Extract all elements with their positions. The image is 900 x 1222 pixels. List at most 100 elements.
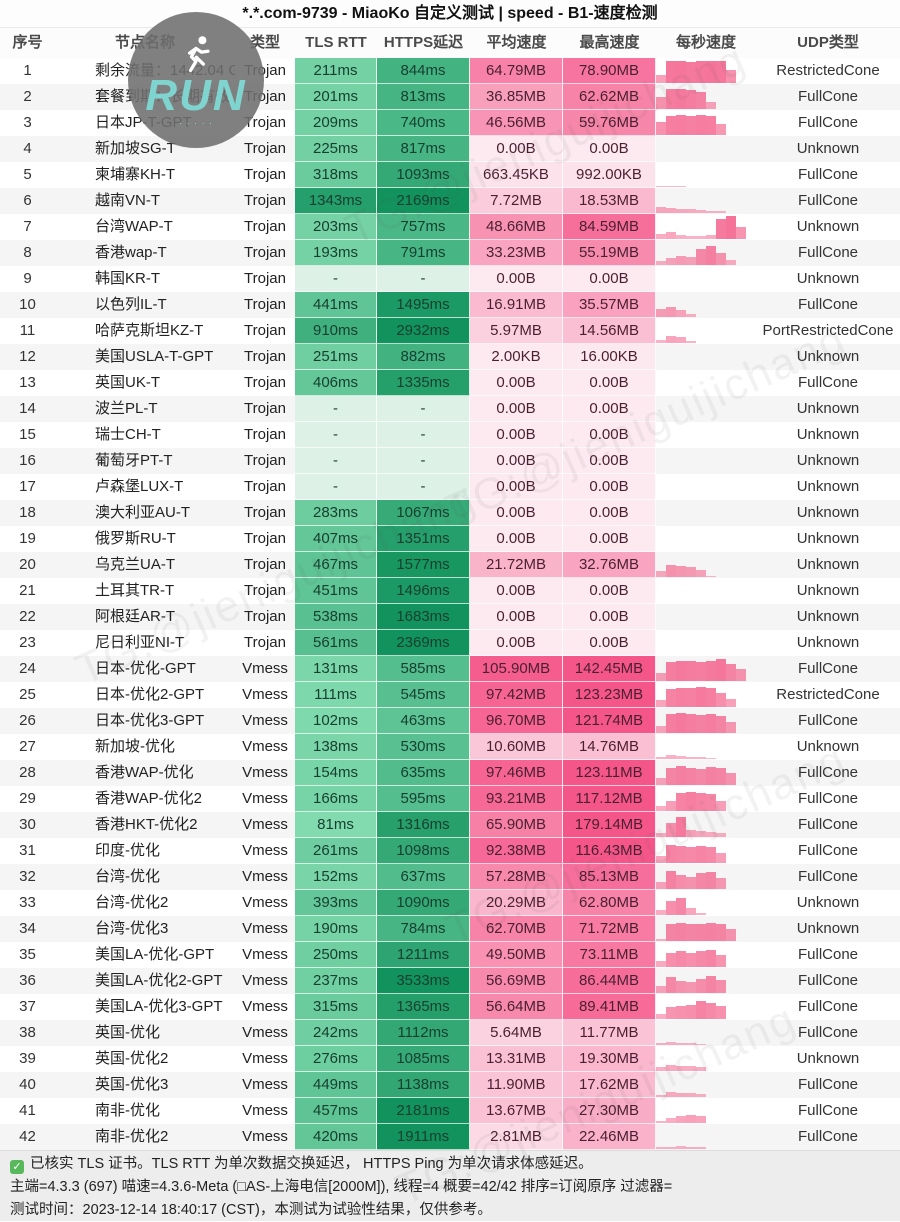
per-second-speed-sparkline: [656, 1046, 756, 1072]
node-type: Vmess: [242, 842, 288, 859]
https-latency-cell: 3533ms: [377, 968, 470, 994]
udp-type-cell: Unknown: [796, 478, 860, 495]
node-name: 印度-优化: [95, 842, 160, 859]
node-name: 美国LA-优化3-GPT: [95, 998, 223, 1015]
udp-type-cell: PortRestrictedCone: [762, 322, 894, 339]
per-second-speed-sparkline: [656, 968, 756, 994]
max-speed-cell: 62.62MB: [563, 84, 656, 110]
table-row: 4 新加坡SG-T Trojan 225ms 817ms 0.00B 0.00B…: [0, 136, 900, 162]
node-type: Vmess: [242, 1050, 288, 1067]
tls-rtt-cell: 457ms: [295, 1098, 377, 1124]
node-name: 香港wap-T: [55, 240, 235, 266]
avg-speed-cell: 21.72MB: [470, 552, 563, 578]
per-second-speed-sparkline: [656, 318, 756, 344]
row-index: 14: [0, 396, 55, 422]
https-latency-cell: 1211ms: [377, 942, 470, 968]
udp-type-cell: Unknown: [796, 530, 860, 547]
tls-rtt-cell: 131ms: [295, 656, 377, 682]
tls-rtt-cell: -: [295, 422, 377, 448]
node-type: Vmess: [242, 1102, 288, 1119]
max-speed-cell: 62.80MB: [563, 890, 656, 916]
table-row: 12 美国USLA-T-GPT Trojan 251ms 882ms 2.00K…: [0, 344, 900, 370]
table-row: 28 香港WAP-优化 Vmess 154ms 635ms 97.46MB 12…: [0, 760, 900, 786]
per-second-speed-sparkline: [656, 526, 756, 552]
per-second-speed-sparkline: [656, 344, 756, 370]
per-second-speed-sparkline: [656, 1020, 756, 1046]
avg-speed-cell: 105.90MB: [470, 656, 563, 682]
col-header-per-second-speed: 每秒速度: [675, 34, 736, 51]
table-body: 1 剩余流量：1442.04 GB Trojan 211ms 844ms 64.…: [0, 58, 900, 1150]
https-latency-cell: 791ms: [377, 240, 470, 266]
table-row: 14 波兰PL-T Trojan - - 0.00B 0.00B Unknown: [0, 396, 900, 422]
footer-line-3: 测试时间：2023-12-14 18:40:17 (CST)，本测试为试验性结果…: [10, 1202, 492, 1218]
table-row: 13 英国UK-T Trojan 406ms 1335ms 0.00B 0.00…: [0, 370, 900, 396]
udp-type-cell: Unknown: [796, 1050, 860, 1067]
row-index: 10: [0, 292, 55, 318]
node-type: Vmess: [235, 1020, 295, 1046]
tls-rtt-cell: 538ms: [295, 604, 377, 630]
per-second-speed-sparkline: [656, 240, 756, 266]
udp-type-cell: FullCone: [797, 166, 859, 183]
node-name: 南非-优化2: [55, 1124, 235, 1150]
col-header-type: 类型: [249, 34, 280, 51]
row-index: 36: [0, 968, 55, 994]
tls-rtt-cell: 407ms: [295, 526, 377, 552]
avg-speed-cell: 36.85MB: [470, 84, 563, 110]
tls-rtt-cell: 251ms: [295, 344, 377, 370]
node-type: Trojan: [235, 344, 295, 370]
node-name: 台湾-优化3: [55, 916, 235, 942]
node-type: Vmess: [242, 998, 288, 1015]
tls-rtt-cell: -: [295, 474, 377, 500]
footer-line-1-text: 已核实 TLS 证书。TLS RTT 为单次数据交换延迟， HTTPS Ping…: [30, 1156, 593, 1172]
udp-type-cell: FullCone: [756, 1020, 900, 1046]
node-type: Vmess: [242, 686, 288, 703]
max-speed-cell: 19.30MB: [563, 1046, 656, 1072]
https-latency-cell: 2369ms: [377, 630, 470, 656]
max-speed-cell: 85.13MB: [563, 864, 656, 890]
per-second-speed-sparkline: [656, 214, 756, 240]
udp-type-cell: Unknown: [796, 426, 860, 443]
node-type: Trojan: [235, 552, 295, 578]
per-second-speed-sparkline: [656, 84, 756, 110]
https-latency-cell: 1112ms: [377, 1020, 470, 1046]
table-row: 9 韩国KR-T Trojan - - 0.00B 0.00B Unknown: [0, 266, 900, 292]
https-latency-cell: 1495ms: [377, 292, 470, 318]
avg-speed-cell: 16.91MB: [470, 292, 563, 318]
col-header-max-speed: 最高速度: [579, 34, 640, 51]
per-second-speed-sparkline: [656, 890, 756, 916]
udp-type-cell: Unknown: [756, 500, 900, 526]
udp-type-cell: FullCone: [756, 708, 900, 734]
table-row: 42 南非-优化2 Vmess 420ms 1911ms 2.81MB 22.4…: [0, 1124, 900, 1150]
tls-rtt-cell: 315ms: [295, 994, 377, 1020]
node-type: Trojan: [235, 292, 295, 318]
tls-rtt-cell: 250ms: [295, 942, 377, 968]
tls-rtt-cell: 406ms: [295, 370, 377, 396]
max-speed-cell: 73.11MB: [563, 942, 656, 968]
tls-rtt-cell: 111ms: [295, 682, 377, 708]
node-name: 以色列IL-T: [55, 292, 235, 318]
table-row: 6 越南VN-T Trojan 1343ms 2169ms 7.72MB 18.…: [0, 188, 900, 214]
row-index: 7: [23, 218, 32, 235]
table-row: 15 瑞士CH-T Trojan - - 0.00B 0.00B Unknown: [0, 422, 900, 448]
avg-speed-cell: 7.72MB: [470, 188, 563, 214]
udp-type-cell: Unknown: [796, 582, 860, 599]
tls-rtt-cell: 561ms: [295, 630, 377, 656]
udp-type-cell: RestrictedCone: [776, 62, 880, 79]
max-speed-cell: 123.11MB: [563, 760, 656, 786]
footer-line-2: 主端=4.3.3 (697) 喵速=4.3.6-Meta (□AS-上海电信[2…: [10, 1179, 673, 1195]
per-second-speed-sparkline: [656, 422, 756, 448]
node-type: Vmess: [235, 760, 295, 786]
node-name: 卢森堡LUX-T: [95, 478, 184, 495]
row-index: 37: [19, 998, 36, 1015]
node-type: Trojan: [244, 114, 286, 131]
speedtest-table: 序号 节点名称 类型 TLS RTT HTTPS延迟 平均速度 最高速度 每秒速…: [0, 28, 900, 1150]
table-row: 8 香港wap-T Trojan 193ms 791ms 33.23MB 55.…: [0, 240, 900, 266]
tls-rtt-cell: 441ms: [295, 292, 377, 318]
col-header-https-latency: HTTPS延迟: [383, 34, 464, 51]
table-row: 26 日本-优化3-GPT Vmess 102ms 463ms 96.70MB …: [0, 708, 900, 734]
tls-rtt-cell: 138ms: [295, 734, 377, 760]
node-type: Vmess: [235, 968, 295, 994]
udp-type-cell: Unknown: [756, 136, 900, 162]
node-name: 日本JP-T-GPT: [95, 114, 192, 131]
node-name: 日本-优化-GPT: [55, 656, 235, 682]
